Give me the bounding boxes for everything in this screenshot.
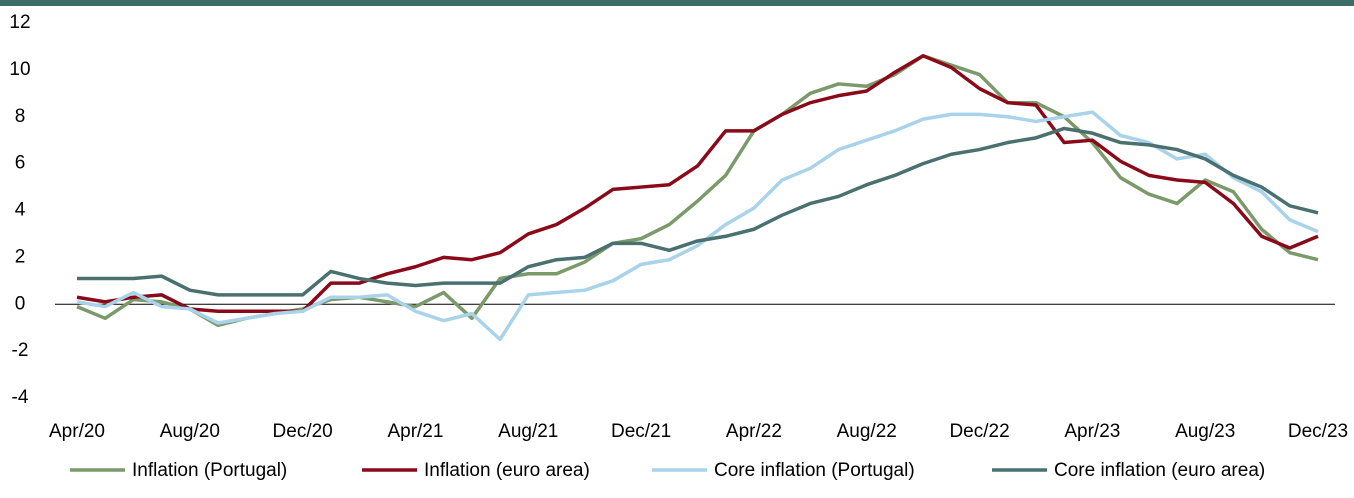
header-band xyxy=(0,0,1354,6)
y-tick-label: 2 xyxy=(15,246,26,267)
y-tick-label: 8 xyxy=(15,106,26,127)
y-tick-label: 0 xyxy=(15,293,26,314)
x-tick-label: Apr/23 xyxy=(1064,421,1120,442)
series-line xyxy=(76,110,1319,342)
x-tick-label: Dec/23 xyxy=(1288,421,1348,442)
x-tick-label: Aug/21 xyxy=(498,421,558,442)
y-tick-label: -2 xyxy=(12,340,29,361)
x-tick-label: Aug/23 xyxy=(1175,421,1235,442)
x-tick-label: Aug/20 xyxy=(160,421,220,442)
series-line xyxy=(76,54,1319,328)
legend-label: Core inflation (euro area) xyxy=(1054,460,1265,481)
y-tick-label: 4 xyxy=(15,200,26,221)
x-tick-label: Apr/20 xyxy=(49,421,105,442)
x-tick-label: Dec/21 xyxy=(611,421,671,442)
legend-label: Core inflation (Portugal) xyxy=(714,460,915,481)
y-tick-label: 6 xyxy=(15,153,26,174)
x-tick-label: Apr/22 xyxy=(726,421,782,442)
y-tick-label: -4 xyxy=(12,387,29,408)
x-tick-label: Dec/22 xyxy=(949,421,1009,442)
series-line xyxy=(77,126,1319,297)
x-tick-label: Dec/20 xyxy=(273,421,333,442)
y-tick-label: 12 xyxy=(9,12,30,33)
x-tick-label: Apr/21 xyxy=(387,421,443,442)
legend-label: Inflation (euro area) xyxy=(424,460,590,481)
legend-label: Inflation (Portugal) xyxy=(132,460,287,481)
x-tick-label: Aug/22 xyxy=(837,421,897,442)
y-tick-label: 10 xyxy=(9,59,30,80)
